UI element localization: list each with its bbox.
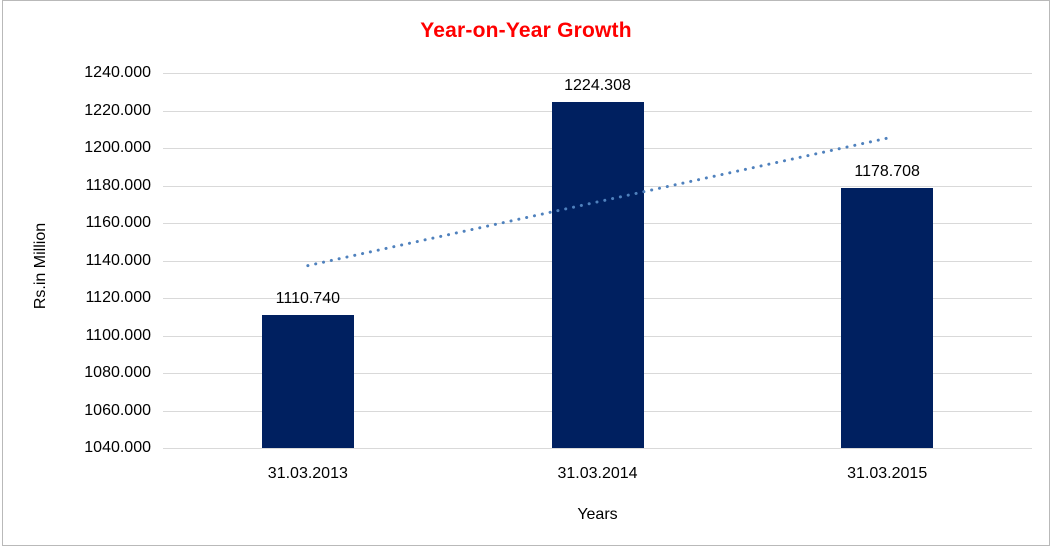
bar-value-label: 1110.740: [275, 290, 340, 308]
gridline: [163, 73, 1032, 74]
y-tick-label: 1240.000: [84, 64, 151, 81]
gridline: [163, 448, 1032, 449]
y-axis-tick-labels: 1240.000 1220.000 1200.000 1180.000 1160.000…: [3, 64, 151, 456]
y-tick-label: 1060.000: [84, 401, 151, 419]
y-tick-label: 1180.000: [85, 176, 151, 194]
bar: [841, 187, 934, 448]
y-tick-label: 1200.000: [84, 139, 151, 156]
x-category-label: 31.03.2015: [847, 465, 928, 482]
y-tick-label: 1080.000: [84, 364, 151, 381]
y-tick-label: 1140.000: [85, 251, 151, 269]
y-tick-label: 1120.000: [85, 289, 151, 306]
trendline: [306, 136, 889, 268]
bar-value-label: 1224.308: [564, 77, 631, 95]
x-axis-title: Years: [577, 506, 618, 523]
bar-value-label: 1178.708: [854, 162, 920, 180]
y-tick-label: 1100.000: [85, 326, 151, 344]
y-tick-label: 1160.000: [85, 214, 151, 231]
chart-title: Year-on-Year Growth: [420, 19, 632, 42]
x-axis-category-labels: 31.03.2013 31.03.2014 31.03.2015: [163, 463, 1032, 485]
x-category-label: 31.03.2013: [267, 465, 348, 482]
x-category-label: 31.03.2014: [557, 465, 638, 482]
y-tick-label: 1040.000: [84, 439, 151, 456]
plot-area: 1110.740 1224.308 1178.708: [163, 73, 1032, 449]
bar: [551, 102, 644, 448]
bar: [261, 315, 354, 448]
y-tick-label: 1220.000: [84, 101, 151, 119]
